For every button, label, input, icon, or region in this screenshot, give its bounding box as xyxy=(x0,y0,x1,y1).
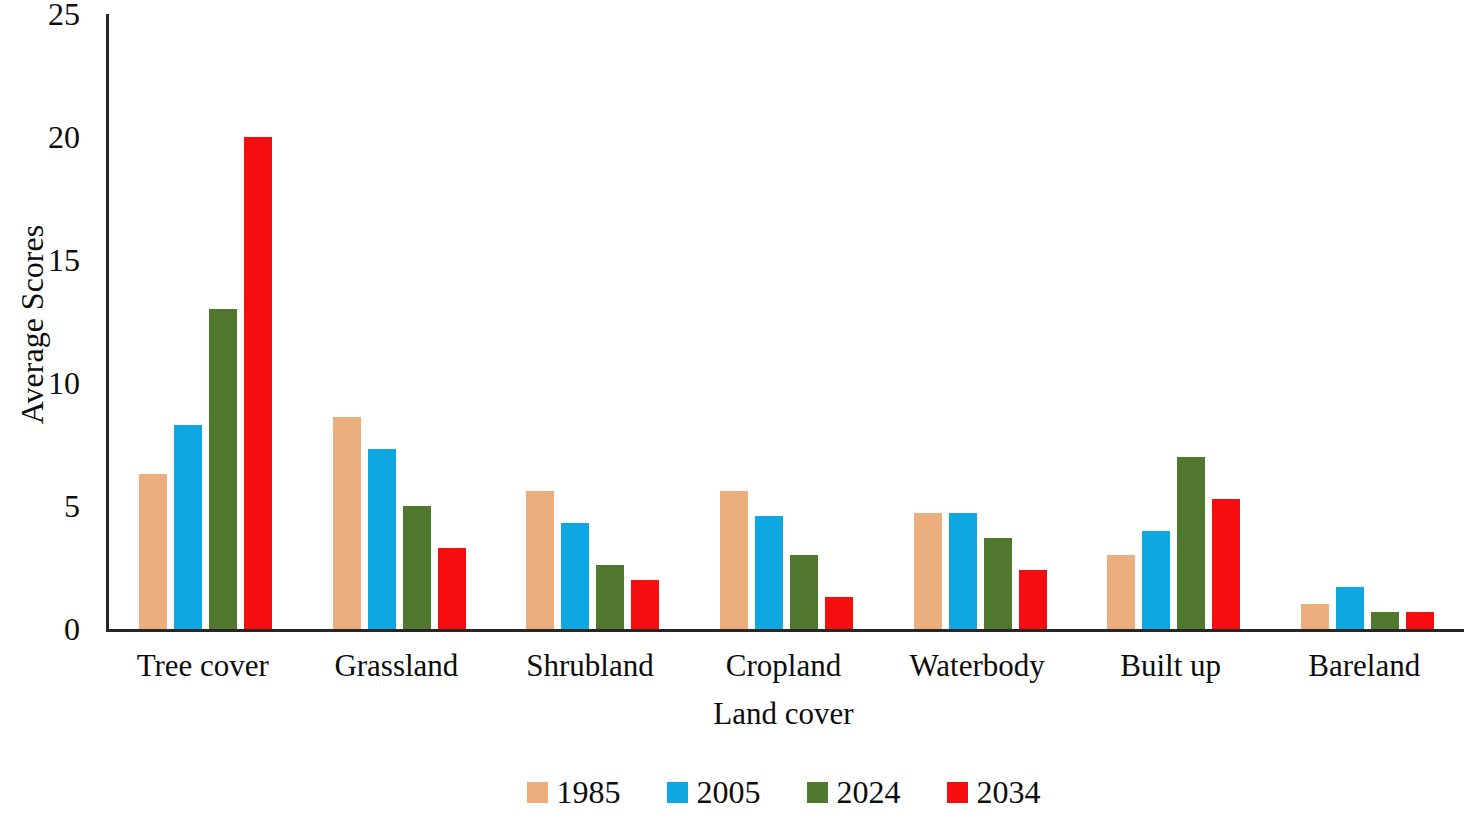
legend-swatch-icon-2024 xyxy=(807,782,828,803)
legend-item-1985: 1985 xyxy=(527,776,621,808)
bar-2034-grassland xyxy=(438,548,466,629)
x-category-label-tree-cover: Tree cover xyxy=(106,648,300,684)
bar-2024-cropland xyxy=(790,555,818,629)
legend-label-2034: 2034 xyxy=(977,776,1041,808)
x-category-label-grassland: Grassland xyxy=(300,648,494,684)
bar-2005-bareland xyxy=(1336,587,1364,629)
bar-1985-grassland xyxy=(333,417,361,629)
x-category-label-cropland: Cropland xyxy=(687,648,881,684)
bar-1985-built-up xyxy=(1107,555,1135,629)
y-tick-label-20: 20 xyxy=(0,119,80,155)
bar-2005-built-up xyxy=(1142,531,1170,629)
x-axis-title: Land cover xyxy=(106,696,1461,732)
bar-2005-tree-cover xyxy=(174,425,202,629)
y-tick-label-10: 10 xyxy=(0,365,80,401)
y-tick-label-0: 0 xyxy=(0,611,80,647)
x-category-label-waterbody: Waterbody xyxy=(880,648,1074,684)
bar-2024-bareland xyxy=(1371,612,1399,629)
legend-item-2034: 2034 xyxy=(947,776,1041,808)
bar-2034-cropland xyxy=(825,597,853,629)
bar-1985-tree-cover xyxy=(139,474,167,629)
bar-2024-grassland xyxy=(403,506,431,629)
legend-label-1985: 1985 xyxy=(557,776,621,808)
x-category-label-bareland: Bareland xyxy=(1267,648,1461,684)
legend-label-2024: 2024 xyxy=(837,776,901,808)
bar-1985-bareland xyxy=(1301,604,1329,629)
bar-2024-tree-cover xyxy=(209,309,237,629)
bar-2024-waterbody xyxy=(984,538,1012,629)
plot-area xyxy=(106,14,1464,632)
x-category-label-shrubland: Shrubland xyxy=(493,648,687,684)
legend-item-2005: 2005 xyxy=(667,776,761,808)
legend-swatch-icon-1985 xyxy=(527,782,548,803)
bar-2024-built-up xyxy=(1177,457,1205,629)
bar-2034-built-up xyxy=(1212,499,1240,629)
bar-2005-grassland xyxy=(368,449,396,629)
bar-2005-shrubland xyxy=(561,523,589,629)
y-tick-label-5: 5 xyxy=(0,488,80,524)
y-axis-title: Average Scores xyxy=(14,205,51,445)
bar-2005-cropland xyxy=(755,516,783,629)
bar-2034-bareland xyxy=(1406,612,1434,629)
bar-2034-waterbody xyxy=(1019,570,1047,629)
x-axis-category-labels: Tree coverGrasslandShrublandCroplandWate… xyxy=(106,648,1461,684)
bar-2034-tree-cover xyxy=(244,137,272,629)
bar-2024-shrubland xyxy=(596,565,624,629)
y-tick-label-25: 25 xyxy=(0,0,80,32)
bar-2005-waterbody xyxy=(949,513,977,629)
bar-1985-waterbody xyxy=(914,513,942,629)
bar-2034-shrubland xyxy=(631,580,659,629)
bar-chart: Average Scores 0 5 10 15 20 25 Tree coverGras… xyxy=(0,0,1471,823)
legend: 1985 2005 2024 2034 xyxy=(106,776,1461,808)
legend-label-2005: 2005 xyxy=(697,776,761,808)
legend-swatch-icon-2034 xyxy=(947,782,968,803)
y-tick-label-15: 15 xyxy=(0,242,80,278)
x-category-label-built-up: Built up xyxy=(1074,648,1268,684)
bar-1985-cropland xyxy=(720,491,748,629)
bar-1985-shrubland xyxy=(526,491,554,629)
legend-item-2024: 2024 xyxy=(807,776,901,808)
legend-swatch-icon-2005 xyxy=(667,782,688,803)
